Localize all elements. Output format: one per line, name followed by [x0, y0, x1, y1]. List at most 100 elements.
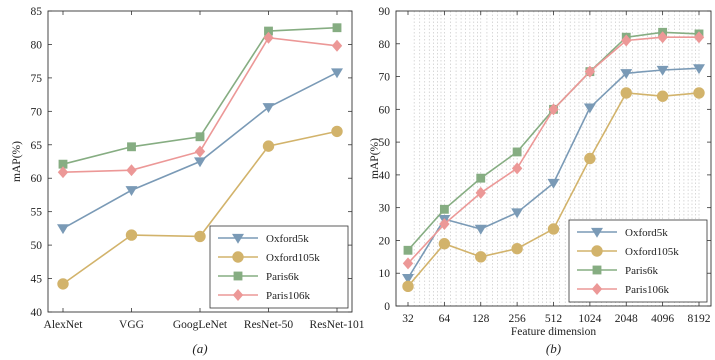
chart-caption: (b) [546, 341, 561, 356]
data-point [262, 103, 275, 114]
y-tick-label: 40 [31, 307, 43, 319]
x-axis: 32 64 128 256 512 1024 2048 4096 8192 [402, 11, 711, 325]
data-point [475, 251, 487, 263]
y-axis: 0 10 20 30 40 50 60 70 80 90 [379, 6, 711, 313]
y-tick-label: 75 [31, 73, 43, 85]
y-tick-label: 65 [31, 140, 43, 152]
data-point [620, 69, 633, 79]
y-tick-label: 80 [31, 39, 43, 51]
chart-caption: (a) [192, 341, 207, 356]
y-tick-label: 90 [379, 6, 391, 18]
x-tick-label: ResNet-101 [310, 319, 365, 331]
x-tick-label: 8192 [688, 313, 711, 325]
y-tick-label: 0 [384, 301, 390, 313]
data-point [476, 173, 486, 183]
data-point [583, 103, 596, 114]
data-point [693, 64, 705, 75]
y-tick-label: 70 [379, 72, 391, 84]
data-point [693, 87, 705, 99]
legend-label: Paris106k [625, 284, 670, 296]
series-oxford105k [57, 125, 343, 290]
legend-marker [591, 283, 603, 295]
data-point [194, 157, 206, 168]
data-point [262, 140, 275, 152]
legend-marker [233, 271, 243, 281]
x-tick-label: 4096 [651, 313, 674, 325]
y-axis: 40 45 50 55 60 65 70 75 80 85 [31, 6, 352, 319]
y-tick-label: 55 [31, 207, 43, 219]
series-oxford5k [57, 68, 343, 235]
data-point [264, 26, 273, 36]
legend: Oxford5k Oxford105k Paris6k Paris106k [209, 225, 349, 309]
legend-marker [591, 245, 603, 257]
data-point [125, 186, 138, 196]
data-point [402, 280, 414, 293]
y-tick-label: 80 [379, 39, 391, 51]
x-tick-label: 32 [402, 313, 414, 325]
data-point [57, 166, 69, 179]
data-point [584, 152, 596, 165]
x-axis: AlexNet VGG GoogLeNet ResNet-50 ResNet-101 [44, 11, 365, 331]
data-point [512, 147, 522, 157]
data-point [438, 238, 451, 250]
series-line [62, 26, 338, 165]
data-point [402, 273, 414, 284]
data-point [621, 34, 632, 47]
x-tick-label: VGG [119, 319, 144, 331]
data-point [126, 164, 137, 177]
chart-a: 40 45 50 55 60 65 70 75 80 85 AlexNet VGG GoogLeNet R… [11, 6, 365, 356]
data-point [548, 103, 559, 116]
y-axis-label: mAP(%) [369, 138, 381, 179]
legend-marker [232, 289, 244, 301]
data-point [547, 178, 560, 189]
data-point [474, 224, 487, 235]
chart-b: 0 10 20 30 40 50 60 70 80 90 32 64 128 256 512 1024 2048… [369, 6, 712, 356]
legend-label: Paris6k [625, 265, 659, 277]
data-point [331, 39, 343, 52]
legend-marker [591, 227, 603, 238]
data-point [403, 245, 413, 255]
x-tick-label: 512 [545, 313, 563, 325]
data-point [657, 31, 668, 44]
data-point [127, 142, 136, 152]
y-tick-label: 30 [379, 203, 391, 215]
data-point [547, 223, 560, 235]
data-point [58, 159, 68, 169]
x-tick-label: 256 [509, 313, 527, 325]
y-tick-label: 70 [31, 106, 43, 118]
data-point [656, 90, 669, 102]
data-point [511, 208, 524, 219]
legend-label: Oxford105k [625, 246, 679, 258]
series-oxford5k [402, 64, 705, 284]
data-point [656, 65, 669, 76]
y-tick-label: 60 [379, 104, 391, 116]
data-point [475, 186, 486, 199]
x-tick-label: 128 [472, 313, 490, 325]
y-tick-label: 85 [31, 6, 43, 18]
y-tick-label: 10 [379, 268, 391, 280]
data-point [57, 224, 69, 235]
x-tick-label: 64 [439, 313, 451, 325]
data-point [195, 132, 205, 142]
legend-label: Paris106k [266, 290, 311, 302]
data-point [693, 31, 705, 44]
data-point [439, 218, 450, 231]
data-point [439, 204, 449, 214]
y-tick-label: 20 [379, 235, 391, 247]
legend-label: Oxford5k [266, 233, 309, 245]
series-oxford105k [402, 87, 705, 293]
x-axis-label: Feature dimension [511, 326, 597, 338]
data-point [331, 68, 343, 79]
series-paris106k [402, 31, 705, 270]
legend-marker [232, 251, 244, 263]
data-point [511, 162, 523, 175]
data-point [57, 278, 69, 290]
legend: Oxford5k Oxford105k Paris6k Paris106k [568, 219, 708, 303]
series-paris106k [57, 31, 343, 179]
y-axis-label: mAP(%) [11, 141, 23, 182]
data-point [402, 257, 414, 270]
legend-label: Oxford105k [266, 252, 320, 264]
data-point [263, 31, 274, 44]
legend-label: Oxford5k [625, 227, 668, 239]
x-tick-label: ResNet-50 [244, 319, 293, 331]
